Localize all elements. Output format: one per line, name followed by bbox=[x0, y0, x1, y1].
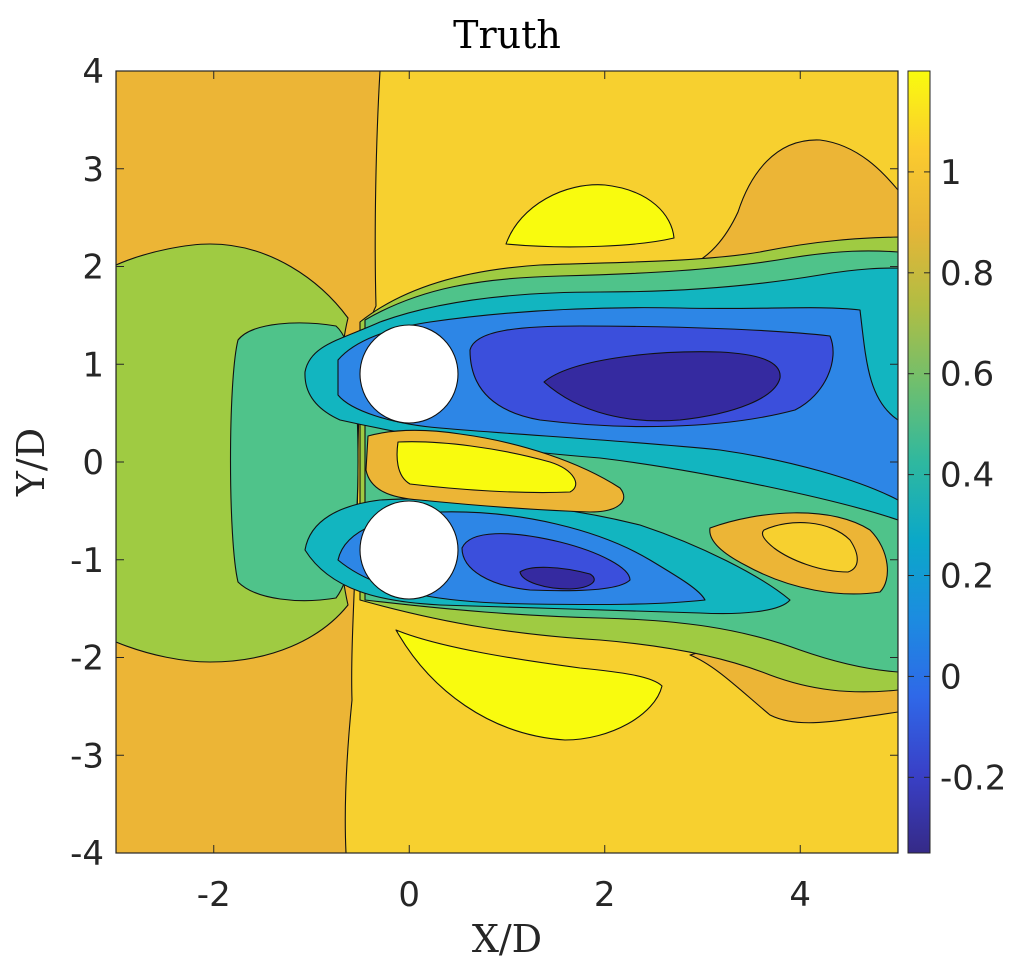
y-tick-label: -3 bbox=[70, 736, 104, 776]
chart-title: Truth bbox=[453, 13, 561, 57]
colorbar-tick-label: 0 bbox=[940, 657, 962, 697]
plot-area bbox=[116, 71, 898, 853]
x-axis-label: X/D bbox=[472, 917, 542, 961]
y-tick-label: 0 bbox=[82, 443, 104, 483]
y-tick-label: -1 bbox=[70, 541, 104, 581]
lower-right-yellow-core bbox=[761, 522, 858, 573]
x-tick-label: -2 bbox=[197, 875, 231, 915]
upper-right-orange-band bbox=[689, 139, 898, 269]
lower-cylinder bbox=[359, 500, 459, 600]
gap-jet-yellow-core bbox=[396, 441, 577, 494]
colorbar-gradient bbox=[907, 70, 931, 854]
upper-cylinder bbox=[359, 324, 459, 424]
x-tick-label: 0 bbox=[398, 875, 420, 915]
x-axis: -2 0 2 4 bbox=[197, 71, 811, 915]
colorbar-ticks: -0.2 0 0.2 0.4 0.6 0.8 1 bbox=[908, 153, 1006, 798]
y-axis-label: Y/D bbox=[9, 428, 53, 497]
y-tick-label: -2 bbox=[70, 639, 104, 679]
y-tick-label: 4 bbox=[82, 52, 104, 92]
upper-wake-minimum bbox=[543, 351, 781, 422]
lower-yellow-lobe bbox=[395, 629, 663, 741]
y-axis: -4 -3 -2 -1 0 1 2 3 4 bbox=[70, 52, 898, 874]
upper-yellow-lobe bbox=[505, 184, 675, 248]
colorbar-tick-label: 1 bbox=[940, 153, 962, 193]
colorbar-tick-label: -0.2 bbox=[940, 758, 1006, 798]
colorbar: -0.2 0 0.2 0.4 0.6 0.8 1 bbox=[907, 70, 1006, 854]
lower-wake-minimum bbox=[519, 566, 595, 590]
y-tick-label: 3 bbox=[82, 150, 104, 190]
y-tick-label: 2 bbox=[82, 248, 104, 288]
y-tick-label: -4 bbox=[70, 834, 104, 874]
x-tick-label: 4 bbox=[789, 875, 811, 915]
colorbar-tick-label: 0.4 bbox=[940, 456, 994, 496]
x-tick-label: 2 bbox=[594, 875, 616, 915]
colorbar-tick-label: 0.8 bbox=[940, 254, 994, 294]
y-tick-label: 1 bbox=[82, 345, 104, 385]
colorbar-tick-label: 0.6 bbox=[940, 355, 994, 395]
colorbar-tick-label: 0.2 bbox=[940, 557, 994, 597]
